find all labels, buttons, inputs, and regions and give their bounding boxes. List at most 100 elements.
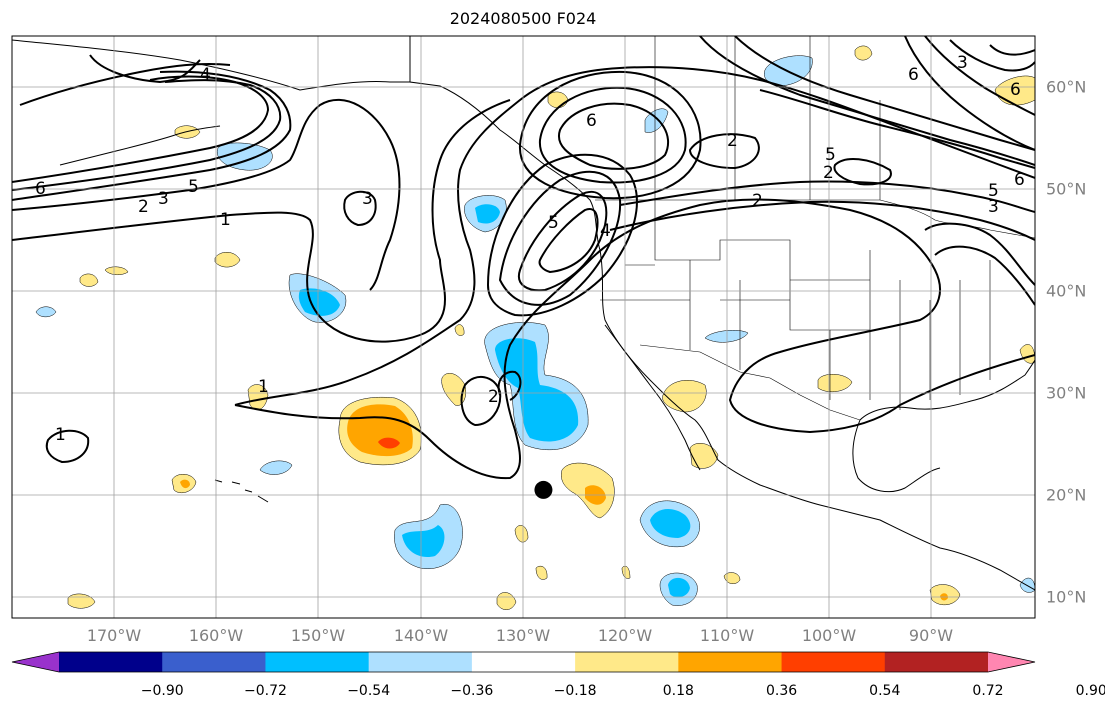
colorbar-tick-label: 0.54 [869,683,901,699]
anomaly-shading [35,45,1035,610]
positive-anomaly-region [79,273,99,287]
contour-label: 3 [158,189,169,209]
contour-line [343,190,377,227]
us-mexico-border [639,344,861,421]
colorbar-tick-label: −0.54 [347,683,391,699]
contour-label: 6 [908,65,919,85]
colorbar-tick-label: 0.36 [765,683,798,699]
lat-label-50n: 50°N [1046,179,1087,199]
contour-line [45,429,90,464]
contour-label: 2 [823,163,834,183]
height-contours [12,36,1035,480]
contour-label: 6 [1014,170,1025,190]
colorbar-extend-min [12,652,59,672]
contour-line [518,70,702,200]
contour-line [619,180,1035,213]
negative-anomaly-core [650,508,691,538]
lon-label-130w: 130°W [495,626,551,645]
baja-california-coastline [604,324,701,471]
contour-line [989,44,1035,56]
negative-anomaly-core [402,525,445,558]
contour-line [538,86,687,184]
positive-anomaly-region [214,252,241,268]
negative-anomaly-core [495,338,579,442]
colorbar-segment [162,652,266,672]
contour-line [12,99,401,291]
contour-label: 3 [957,53,968,73]
colorbar-segment [678,652,783,672]
positive-anomaly-region [662,380,707,413]
colorbar-tick-label: 0.18 [662,683,694,699]
positive-anomaly-region [67,593,96,609]
lat-label-20n: 20°N [1046,485,1087,505]
colorbar-tick-label: −0.18 [553,683,597,699]
negative-anomaly-region [259,460,293,475]
negative-anomaly-region [216,142,273,171]
contour-label: 5 [988,181,999,201]
lon-label-150w: 150°W [290,626,346,645]
contour-label-group: 6 5 3 2 1 4 3 6 2 2 2 5 3 6 4 1 2 1 6 5 … [35,53,1025,445]
contour-label: 4 [200,65,211,85]
map-content: 6 5 3 2 1 4 3 6 2 2 2 5 3 6 4 1 2 1 6 5 … [12,36,1035,618]
contour-label: 2 [727,131,738,151]
colorbar-segment [265,652,370,672]
negative-anomaly-core [475,204,500,224]
positive-anomaly-region [514,525,529,543]
us-state-lines [600,200,991,410]
colorbar-segment [781,652,886,672]
contour-line [234,66,1035,406]
positive-anomaly-region [994,75,1035,106]
positive-anomaly-region [723,572,741,584]
contour-line [19,63,231,106]
contour-label: 2 [138,197,149,217]
storm-position-marker [534,480,553,499]
colorbar-tick-label: −0.72 [243,683,287,699]
aleutian-islands [59,125,221,166]
colorbar-tick-label: 0.90 [1075,683,1105,699]
negative-anomaly-core [668,577,690,598]
colorbar-segment [368,652,473,672]
contour-line [517,190,608,292]
canada-us-border [595,199,1035,239]
colorbar-segment [884,652,989,672]
positive-anomaly-region [104,266,129,275]
contour-line [949,39,1035,72]
colorbar-segments [12,652,1035,672]
colorbar-tick-label: 0.72 [972,683,1004,699]
contour-label: 6 [586,111,597,131]
contour-line [460,376,502,427]
gulf-of-mexico-coastline [852,359,1035,493]
colorbar-segment [59,652,163,672]
contour-label: 1 [258,377,269,397]
contour-label: 5 [548,213,559,233]
contour-line [538,208,599,274]
hawaii-islands [214,479,269,503]
contour-label: 5 [188,177,199,197]
contour-line [12,99,511,343]
contour-line [924,222,1035,286]
contour-line [12,70,292,201]
contour-label: 6 [35,179,46,199]
contour-line [934,245,1035,306]
contour-label: 3 [362,189,373,209]
positive-anomaly-region [454,324,465,336]
contour-line [12,75,270,183]
contour-line [833,158,892,186]
map-frame [11,35,1036,619]
contour-line [904,36,1035,151]
lon-label-170w: 170°W [86,626,142,645]
contour-label: 1 [55,425,66,445]
negative-anomaly-region [35,306,57,318]
positive-anomaly-region [817,374,853,393]
lon-label-120w: 120°W [597,626,653,645]
contour-line [234,198,1035,480]
contour-line [734,36,1035,151]
colorbar-tick-label: −0.36 [450,683,494,699]
contour-label: 4 [600,221,611,241]
colorbar-segment [575,652,679,672]
lat-label-60n: 60°N [1046,77,1087,97]
contour-label: 2 [488,387,499,407]
alaska-coastline [12,39,410,91]
lon-label-90w: 90°W [908,626,954,645]
